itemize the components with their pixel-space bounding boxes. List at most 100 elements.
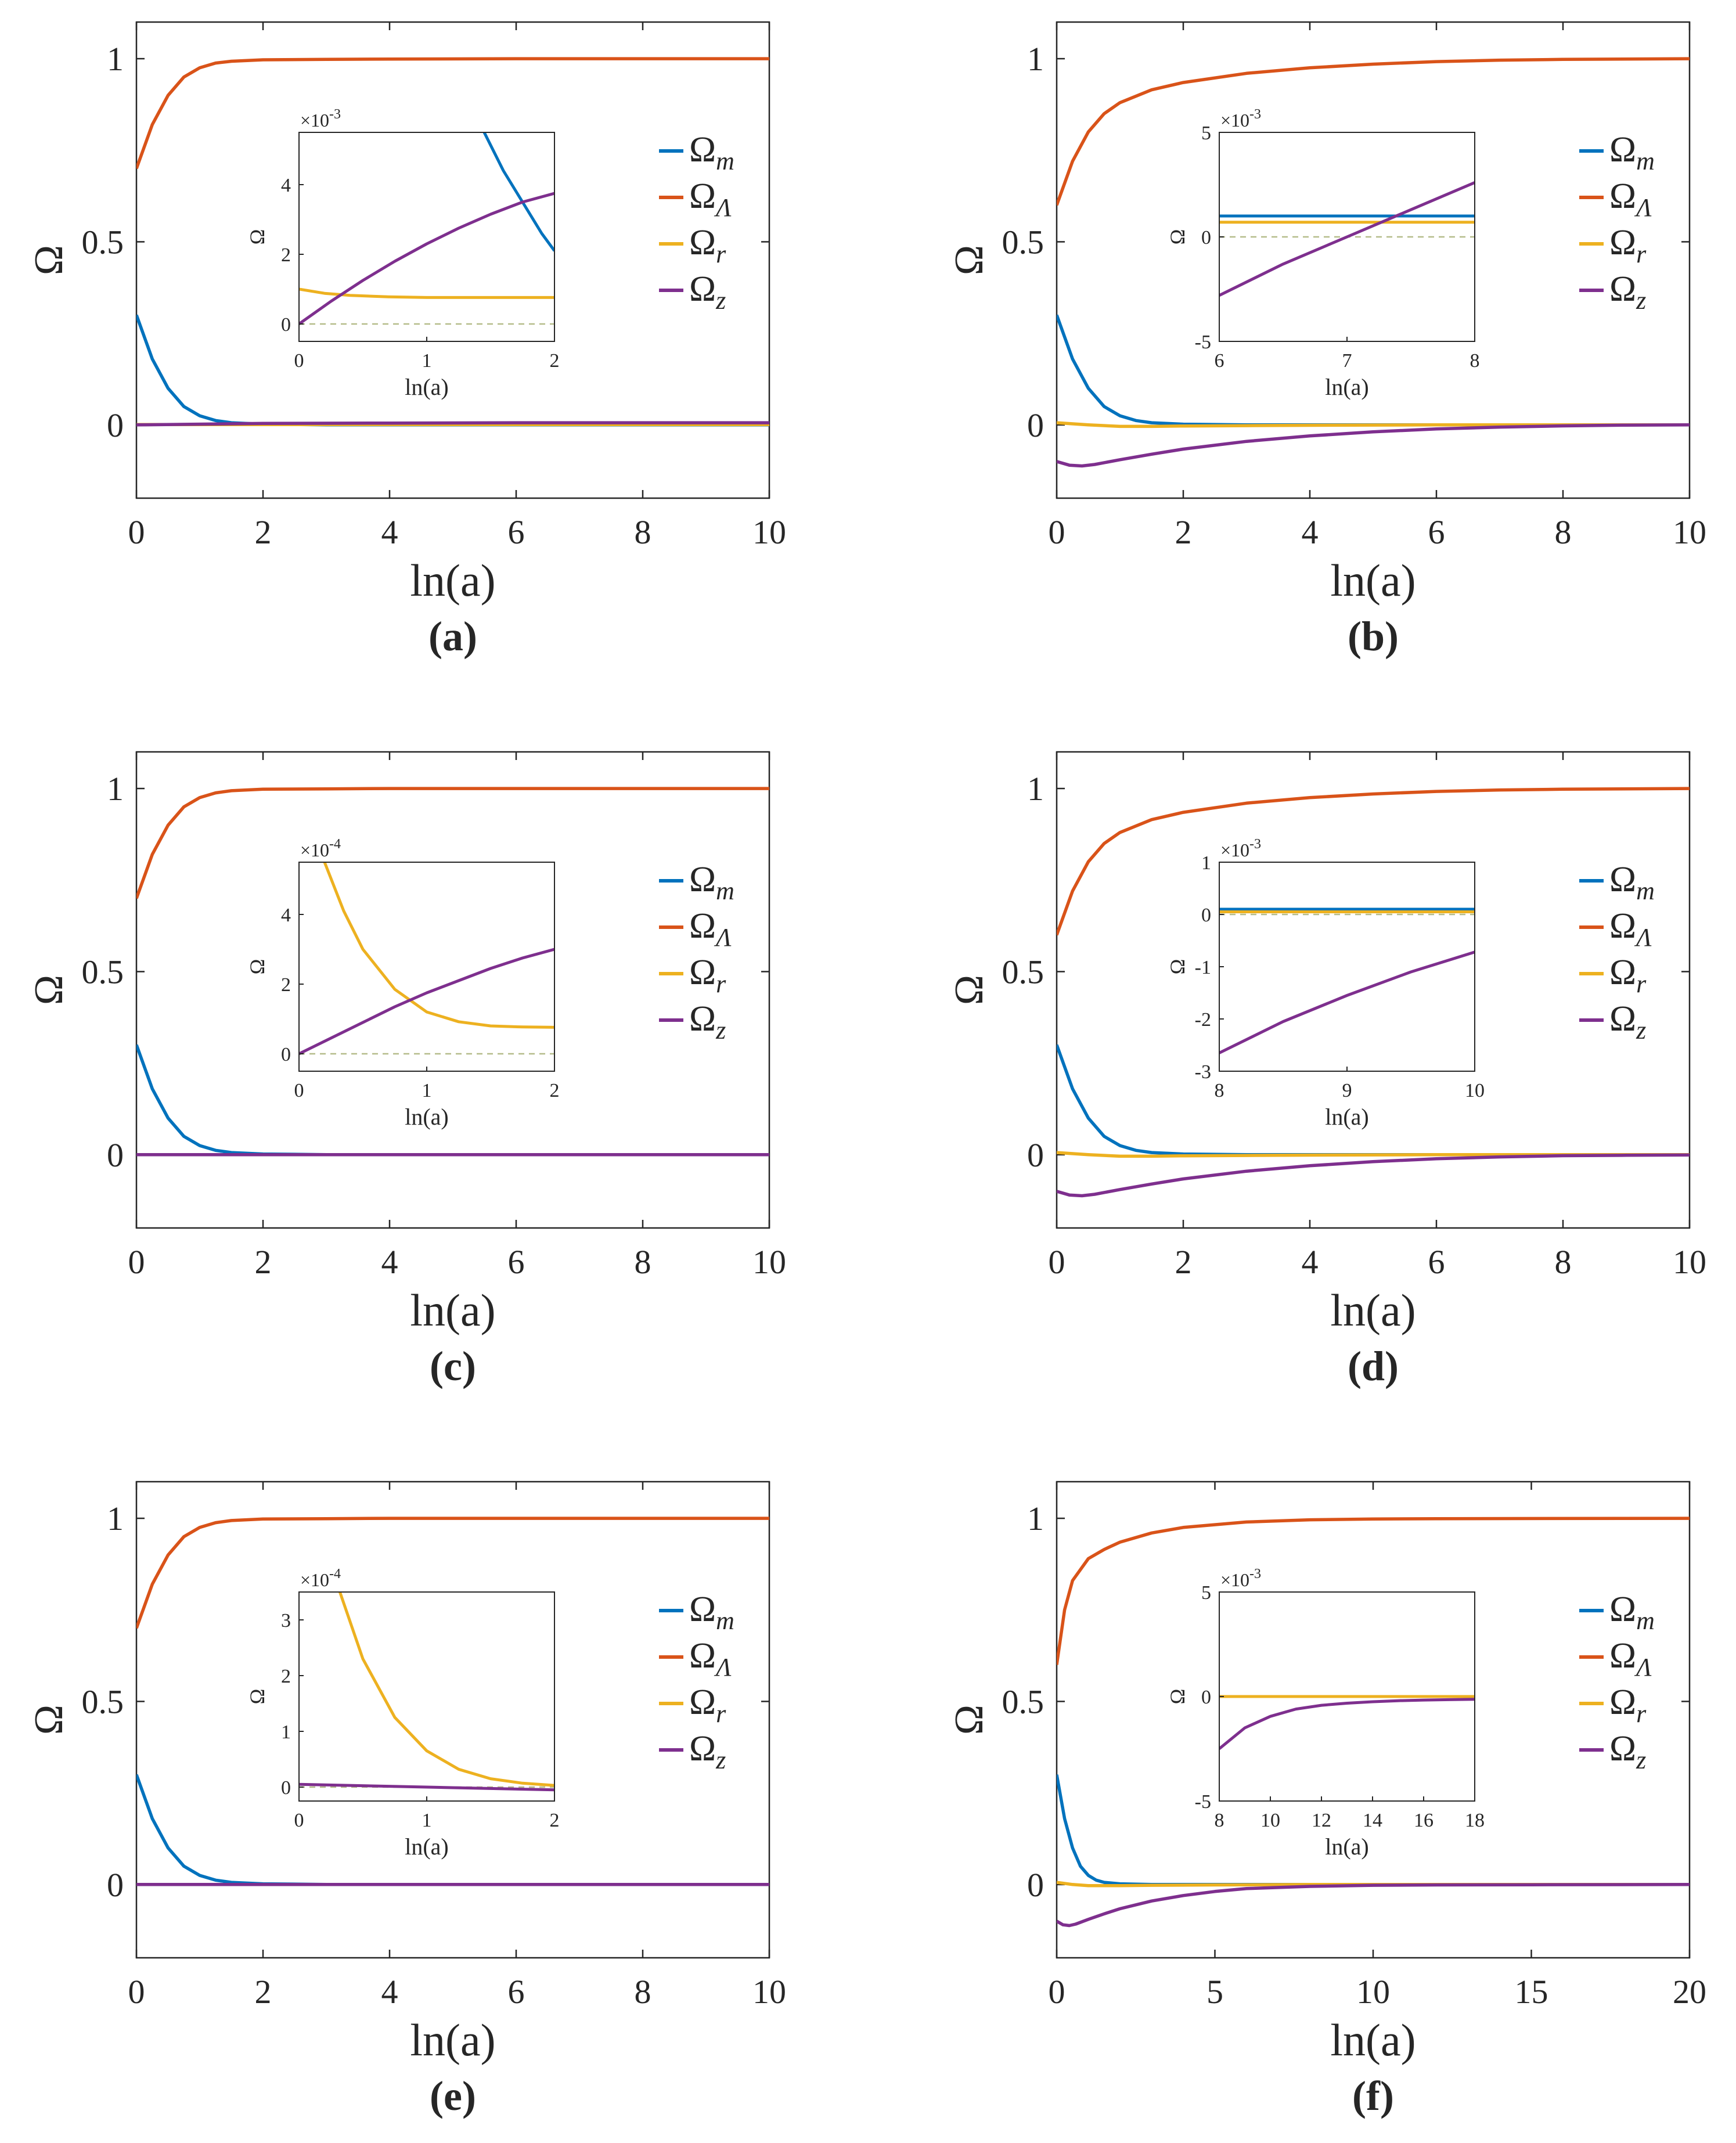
inset-y-tick-label: 1 — [281, 1721, 291, 1743]
legend-symbol: Ω — [689, 1683, 716, 1722]
y-axis-label: Ω — [27, 1705, 71, 1735]
series-line-lambda — [136, 57, 769, 170]
legend-label-m: Ωm — [1609, 130, 1655, 175]
legend-symbol: Ω — [689, 1590, 716, 1629]
panel-caption: (a) — [428, 613, 477, 660]
legend-symbol: Ω — [689, 177, 716, 216]
series-line-lambda — [136, 787, 769, 899]
legend-subscript: r — [716, 240, 726, 268]
inset-series-line-r — [323, 862, 554, 1029]
legend-symbol: Ω — [689, 953, 716, 992]
x-tick-label: 4 — [381, 1973, 398, 2011]
series-line-r — [1057, 421, 1690, 428]
inset-scale-base: ×10 — [1220, 110, 1249, 131]
legend-subscript: z — [715, 1016, 726, 1045]
inset: 6 7 8 -5 0 5 ln(a) Ω ×10-3 — [1166, 107, 1480, 400]
x-axis-label: ln(a) — [1330, 2015, 1416, 2065]
x-tick-label: 2 — [1175, 513, 1192, 551]
y-tick-label: 0 — [1027, 1866, 1044, 1904]
x-tick-label: 0 — [128, 1243, 145, 1281]
x-tick-label: 10 — [752, 1243, 786, 1281]
legend-label-lambda: ΩΛ — [689, 1636, 732, 1681]
inset-series-line-z — [299, 1782, 554, 1792]
inset-scale-multiplier: ×10-3 — [1220, 1566, 1261, 1590]
x-tick-label: 0 — [1049, 1973, 1065, 2011]
plot-area-frame — [135, 751, 770, 1229]
inset-y-tick-label: 0 — [281, 1777, 291, 1799]
legend-subscript: z — [715, 286, 726, 315]
legend-subscript: Λ — [1634, 1653, 1652, 1681]
plot-area-frame — [135, 21, 770, 499]
inset-x-tick-label: 8 — [1215, 1810, 1224, 1831]
inset-x-axis-label: ln(a) — [1325, 374, 1369, 400]
inset-scale-multiplier: ×10-4 — [300, 837, 341, 860]
legend-symbol: Ω — [1609, 999, 1636, 1039]
inset-y-tick-label: 3 — [281, 1610, 291, 1631]
inset-y-tick-label: 0 — [281, 314, 291, 336]
inset-series-line-z — [1219, 181, 1475, 297]
inset-y-tick-label: 2 — [281, 974, 291, 996]
inset: 0 1 2 0 2 4 ln(a) Ω ×10-3 — [246, 107, 560, 400]
inset-x-tick-label: 7 — [1342, 350, 1352, 372]
inset-series-line-r — [299, 287, 554, 299]
inset-scale-base: ×10 — [300, 840, 329, 860]
inset-y-axis-label: Ω — [246, 229, 269, 245]
inset-background — [1219, 862, 1475, 1071]
legend-subscript: z — [1636, 1746, 1646, 1774]
y-axis-label: Ω — [27, 245, 71, 275]
inset-y-axis-label: Ω — [246, 959, 269, 975]
series-line-z — [136, 421, 769, 427]
inset-y-tick-label: -2 — [1195, 1009, 1211, 1031]
legend-symbol: Ω — [689, 269, 716, 309]
inset-scale-multiplier: ×10-3 — [300, 107, 341, 131]
legend-symbol: Ω — [689, 999, 716, 1039]
legend-subscript: z — [1636, 1016, 1646, 1045]
inset-background — [299, 1592, 554, 1801]
inset-y-tick-label: -3 — [1195, 1061, 1211, 1083]
inset-x-tick-label: 16 — [1414, 1810, 1434, 1831]
x-tick-label: 10 — [752, 1973, 786, 2011]
legend-subscript: m — [716, 147, 734, 175]
legend-subscript: Λ — [714, 923, 732, 952]
x-tick-label: 6 — [508, 1973, 525, 2011]
legend-symbol: Ω — [1609, 269, 1636, 309]
y-tick-label: 0.5 — [1002, 223, 1045, 261]
y-tick-label: 0.5 — [82, 1683, 124, 1720]
panel-caption: (e) — [430, 2073, 476, 2119]
inset-y-tick-label: 2 — [281, 244, 291, 266]
inset-x-tick-label: 0 — [294, 1810, 304, 1831]
inset-scale-base: ×10 — [1220, 840, 1249, 860]
legend-subscript: r — [1636, 1699, 1647, 1728]
legend-symbol: Ω — [689, 860, 716, 899]
y-tick-label: 0.5 — [1002, 1683, 1045, 1720]
legend-symbol: Ω — [1609, 177, 1636, 216]
y-axis-label: Ω — [27, 975, 71, 1005]
x-tick-label: 8 — [635, 1973, 651, 2011]
x-tick-label: 2 — [255, 1243, 272, 1281]
inset-x-tick-label: 12 — [1312, 1810, 1331, 1831]
x-tick-label: 8 — [635, 513, 651, 551]
legend-symbol: Ω — [1609, 1636, 1636, 1676]
x-tick-label: 2 — [255, 1973, 272, 2011]
legend-label-m: Ωm — [689, 860, 734, 905]
inset-y-tick-label: -5 — [1195, 1791, 1211, 1813]
series-line-lambda — [1057, 1517, 1690, 1665]
inset-y-axis-label: Ω — [246, 1689, 269, 1705]
x-axis-label: ln(a) — [1330, 555, 1416, 606]
x-tick-label: 10 — [1673, 1243, 1706, 1281]
y-tick-label: 1 — [1027, 40, 1044, 78]
legend-symbol: Ω — [689, 223, 716, 262]
inset-x-tick-label: 10 — [1465, 1080, 1485, 1101]
inset-x-tick-label: 18 — [1465, 1810, 1485, 1831]
x-tick-label: 10 — [752, 513, 786, 551]
plot-area-frame — [1056, 751, 1691, 1229]
inset: 0 1 2 0 2 4 ln(a) Ω ×10-4 — [246, 837, 560, 1130]
y-tick-label: 0 — [1027, 406, 1044, 444]
inset-x-tick-label: 0 — [294, 350, 304, 372]
inset: 8 10 12 14 16 18 -5 0 5 ln(a) Ω ×10-3 — [1166, 1566, 1485, 1860]
inset-series-line-r — [338, 1592, 554, 1787]
inset-y-tick-label: 1 — [1201, 852, 1211, 874]
